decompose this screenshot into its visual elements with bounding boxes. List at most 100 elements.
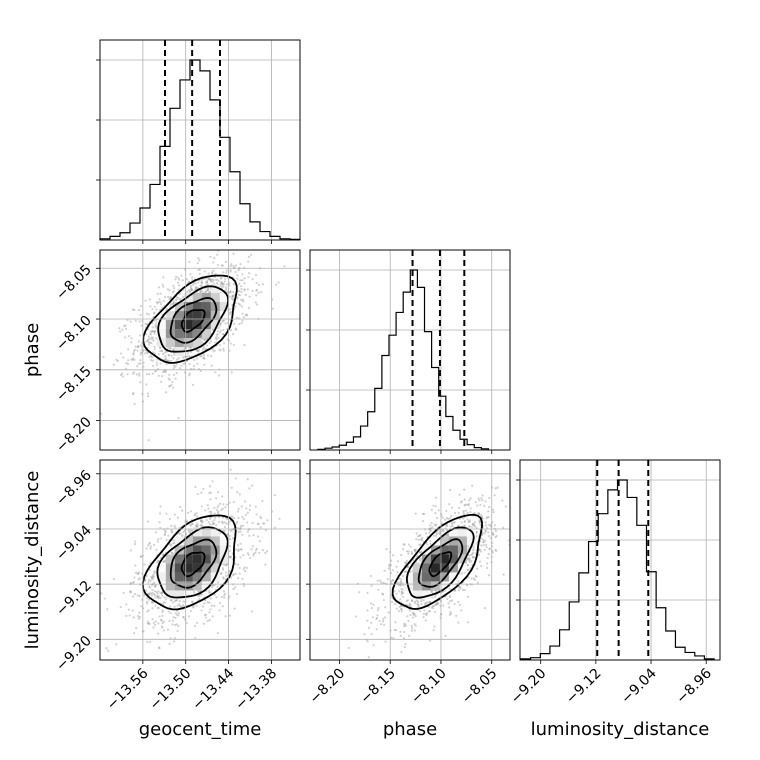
density-cell [201, 536, 211, 546]
density-cell [219, 536, 229, 546]
density-cell [403, 590, 413, 600]
density-cell [174, 338, 184, 348]
density-cell [183, 545, 193, 555]
axes-frame [519, 459, 721, 661]
density-cell [219, 293, 229, 303]
density-cell [174, 311, 184, 321]
density-cell [457, 563, 467, 573]
density-cell [192, 293, 202, 303]
contour-level-2sigma [391, 513, 483, 610]
density-cell [174, 302, 184, 312]
density-cell [201, 329, 211, 339]
density-cell [219, 554, 229, 564]
y-tick-label: −9.04 [53, 522, 95, 564]
contour-level-0.5sigma [428, 551, 453, 578]
density-cell [210, 527, 220, 537]
density-cell [448, 554, 458, 564]
density-cell [439, 545, 449, 555]
contour-level-0.5sigma [180, 309, 206, 333]
density-cell [210, 284, 220, 294]
density-cell [448, 563, 458, 573]
x-tick-label: −8.15 [357, 666, 399, 708]
density-cell [174, 572, 184, 582]
y-tick-label: −8.05 [53, 262, 95, 304]
density-cell [183, 536, 193, 546]
density-cell [174, 590, 184, 600]
density-cell [466, 536, 476, 546]
density-cell [430, 536, 440, 546]
density-cell [174, 536, 184, 546]
density-cell [192, 320, 202, 330]
joint-content [100, 250, 286, 442]
contour-level-1.5sigma [156, 526, 229, 599]
density-cell [219, 302, 229, 312]
histogram-phase [317, 269, 490, 451]
density-cell [165, 311, 175, 321]
density-cell [201, 302, 211, 312]
x-tick-label: −8.20 [307, 666, 349, 708]
density-cell [183, 590, 193, 600]
density-cell [156, 572, 166, 582]
axes-frame [309, 459, 511, 661]
x-tick-label: −13.56 [104, 665, 152, 713]
x-axis-label-phase: phase [383, 719, 437, 740]
density-cell [201, 581, 211, 591]
density-cell [201, 527, 211, 537]
density-cell [165, 320, 175, 330]
density-cell [192, 572, 202, 582]
density-cell [412, 563, 422, 573]
axes-frame [309, 249, 511, 451]
density-cell [192, 311, 202, 321]
density-cell [201, 320, 211, 330]
density-cell [201, 311, 211, 321]
density-cell [165, 590, 175, 600]
density-cell [174, 554, 184, 564]
density-cell [439, 554, 449, 564]
density-cell [192, 581, 202, 591]
density-cell [165, 581, 175, 591]
axes-luminosity_distance-hist [519, 459, 721, 661]
density-cell [183, 302, 193, 312]
axes-frame [99, 249, 301, 451]
density-cell [183, 581, 193, 591]
density-cell [421, 572, 431, 582]
x-tick-label: −9.12 [563, 666, 605, 708]
density-cell [439, 581, 449, 591]
density-cell [165, 338, 175, 348]
density-cell [412, 590, 422, 600]
density-cell [403, 572, 413, 582]
density-cell [421, 590, 431, 600]
contour-level-1sigma [169, 538, 218, 589]
density-cell [421, 563, 431, 573]
density-cell [201, 563, 211, 573]
density-cell [430, 572, 440, 582]
axes-geocent_time-vs-phase [99, 249, 301, 451]
density-cell [183, 554, 193, 564]
density-cell [192, 302, 202, 312]
contour-level-0.5sigma [180, 551, 206, 578]
density-cell [430, 563, 440, 573]
density-cell [183, 563, 193, 573]
histogram-geocent_time [99, 59, 301, 240]
density-cell [156, 320, 166, 330]
axes-geocent_time-hist [99, 39, 301, 241]
density-cell [192, 536, 202, 546]
contour-level-2sigma [141, 514, 237, 611]
x-tick-label: −8.96 [673, 665, 715, 707]
density-cell [448, 527, 458, 537]
density-cell [192, 329, 202, 339]
joint-content [347, 484, 510, 659]
x-tick-label: −13.44 [189, 665, 237, 713]
density-cell [448, 572, 458, 582]
x-tick-label: −8.10 [408, 666, 450, 708]
contour-level-1sigma [169, 296, 218, 344]
x-tick-label: −9.20 [508, 666, 550, 708]
density-cell [183, 320, 193, 330]
density-cell [183, 329, 193, 339]
density-cell [201, 545, 211, 555]
density-cell [412, 581, 422, 591]
density-cell [192, 338, 202, 348]
density-cell [165, 554, 175, 564]
y-tick-label: −9.12 [53, 578, 95, 620]
